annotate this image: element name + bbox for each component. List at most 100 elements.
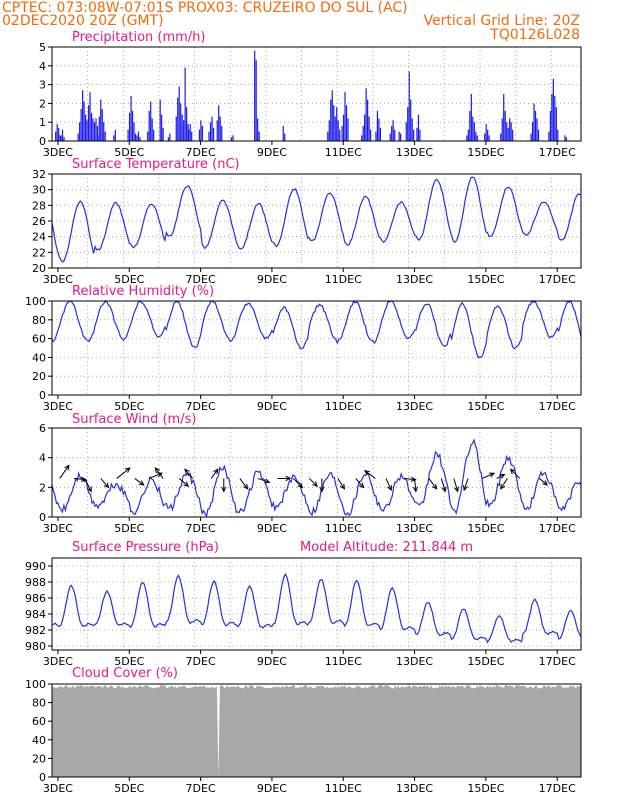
x-tick-label: 11DEC (325, 273, 362, 286)
precip-bar (216, 120, 218, 141)
x-tick-label: 5DEC (114, 522, 144, 535)
precip-bar (103, 122, 105, 141)
x-tick-label: 13DEC (396, 655, 433, 668)
panel-subtitle-pres: Model Altitude: 211.844 m (300, 540, 473, 555)
precip-bar (506, 122, 508, 141)
x-tick-label: 3DEC (43, 522, 73, 535)
wind-arrow (355, 478, 364, 488)
precip-bar (362, 125, 364, 141)
wind-arrow (184, 469, 194, 479)
precip-bar (466, 135, 468, 141)
y-tick-label: 1 (39, 116, 46, 129)
wind-arrow (463, 478, 469, 491)
precip-bar (470, 94, 472, 141)
wind-arrow-head (183, 481, 190, 487)
precip-bar (184, 67, 186, 141)
precip-bar (391, 125, 393, 141)
precip-bar (564, 135, 566, 141)
precip-bar (476, 135, 478, 141)
precip-bar (341, 125, 343, 141)
precip-bar (153, 129, 155, 141)
precip-bar (504, 110, 506, 141)
y-tick-label: 30 (32, 184, 46, 197)
precip-bar (221, 125, 223, 141)
panel-frame-rh (51, 300, 582, 396)
wind-arrow-head (138, 480, 145, 486)
y-tick-label: 20 (32, 752, 46, 765)
y-tick-label: 80 (32, 314, 46, 327)
precip-bar (400, 133, 402, 141)
x-tick-label: 17DEC (539, 655, 576, 668)
precip-bar (379, 127, 381, 141)
wind-arrow (337, 478, 345, 490)
precip-bar (537, 129, 540, 141)
precip-bar (104, 131, 106, 141)
precip-bar (209, 122, 212, 141)
precip-bar (130, 95, 132, 141)
x-tick-label: 5DEC (114, 146, 144, 159)
wind-arrow (539, 478, 548, 486)
x-tick-label: 9DEC (257, 782, 287, 795)
x-tick-label: 17DEC (539, 146, 576, 159)
precip-bar (500, 133, 502, 141)
precip-bar (487, 129, 489, 141)
precip-bar (127, 129, 129, 141)
precip-bar (178, 86, 180, 141)
wind-arrow (73, 477, 86, 481)
precip-bar (139, 137, 141, 141)
precip-bar (232, 135, 234, 141)
wind-arrow-head (431, 483, 438, 490)
wind-arrow (385, 478, 392, 491)
precip-bar (80, 109, 82, 141)
precip-bar (510, 122, 512, 141)
precip-bar (198, 129, 201, 141)
wind-arrow (496, 474, 505, 479)
precip-bar (186, 107, 188, 141)
x-tick-label: 13DEC (396, 273, 433, 286)
x-tick-label: 5DEC (114, 273, 144, 286)
precip-bar (211, 116, 213, 141)
y-tick-label: 26 (32, 215, 46, 228)
wind-arrow (482, 472, 495, 479)
precip-bar (82, 90, 84, 141)
x-tick-label: 3DEC (43, 655, 73, 668)
y-tick-label: 60 (32, 333, 46, 346)
panel-title-cloud: Cloud Cover (%) (72, 666, 178, 681)
precip-bar (254, 50, 256, 142)
precip-bar (162, 127, 164, 141)
series-line-pres (51, 572, 582, 644)
precip-bar (98, 116, 100, 141)
precip-bar (469, 110, 471, 141)
wind-arrow (500, 478, 508, 490)
precip-bar (61, 129, 64, 141)
x-tick-label: 15DEC (467, 782, 504, 795)
wind-arrow-head (500, 483, 506, 490)
precip-bar (159, 99, 161, 141)
precip-bar (189, 124, 191, 141)
header-model-id: TQ0126L028 (489, 27, 580, 43)
precip-bar (100, 99, 102, 141)
y-tick-label: 986 (25, 592, 46, 605)
x-tick-label: 7DEC (186, 400, 216, 413)
precip-bar (95, 118, 97, 141)
wind-arrow (510, 468, 521, 479)
wind-arrow (364, 470, 376, 479)
wind-arrow (116, 467, 131, 479)
y-tick-label: 4 (39, 60, 46, 73)
precip-bar (392, 120, 394, 141)
precip-bar (200, 120, 202, 141)
precip-bar (128, 112, 131, 141)
precip-bar (531, 122, 534, 141)
x-tick-label: 15DEC (467, 273, 504, 286)
precip-bar (398, 131, 400, 141)
precip-bar (530, 133, 532, 141)
x-tick-label: 15DEC (467, 146, 504, 159)
precip-bar (554, 95, 556, 141)
series-line-wind (51, 438, 582, 518)
panel-title-wind: Surface Wind (m/s) (72, 412, 196, 427)
y-tick-label: 20 (32, 370, 46, 383)
y-tick-label: 0 (39, 389, 46, 402)
y-tick-label: 0 (39, 135, 46, 148)
precip-bar (219, 116, 221, 141)
